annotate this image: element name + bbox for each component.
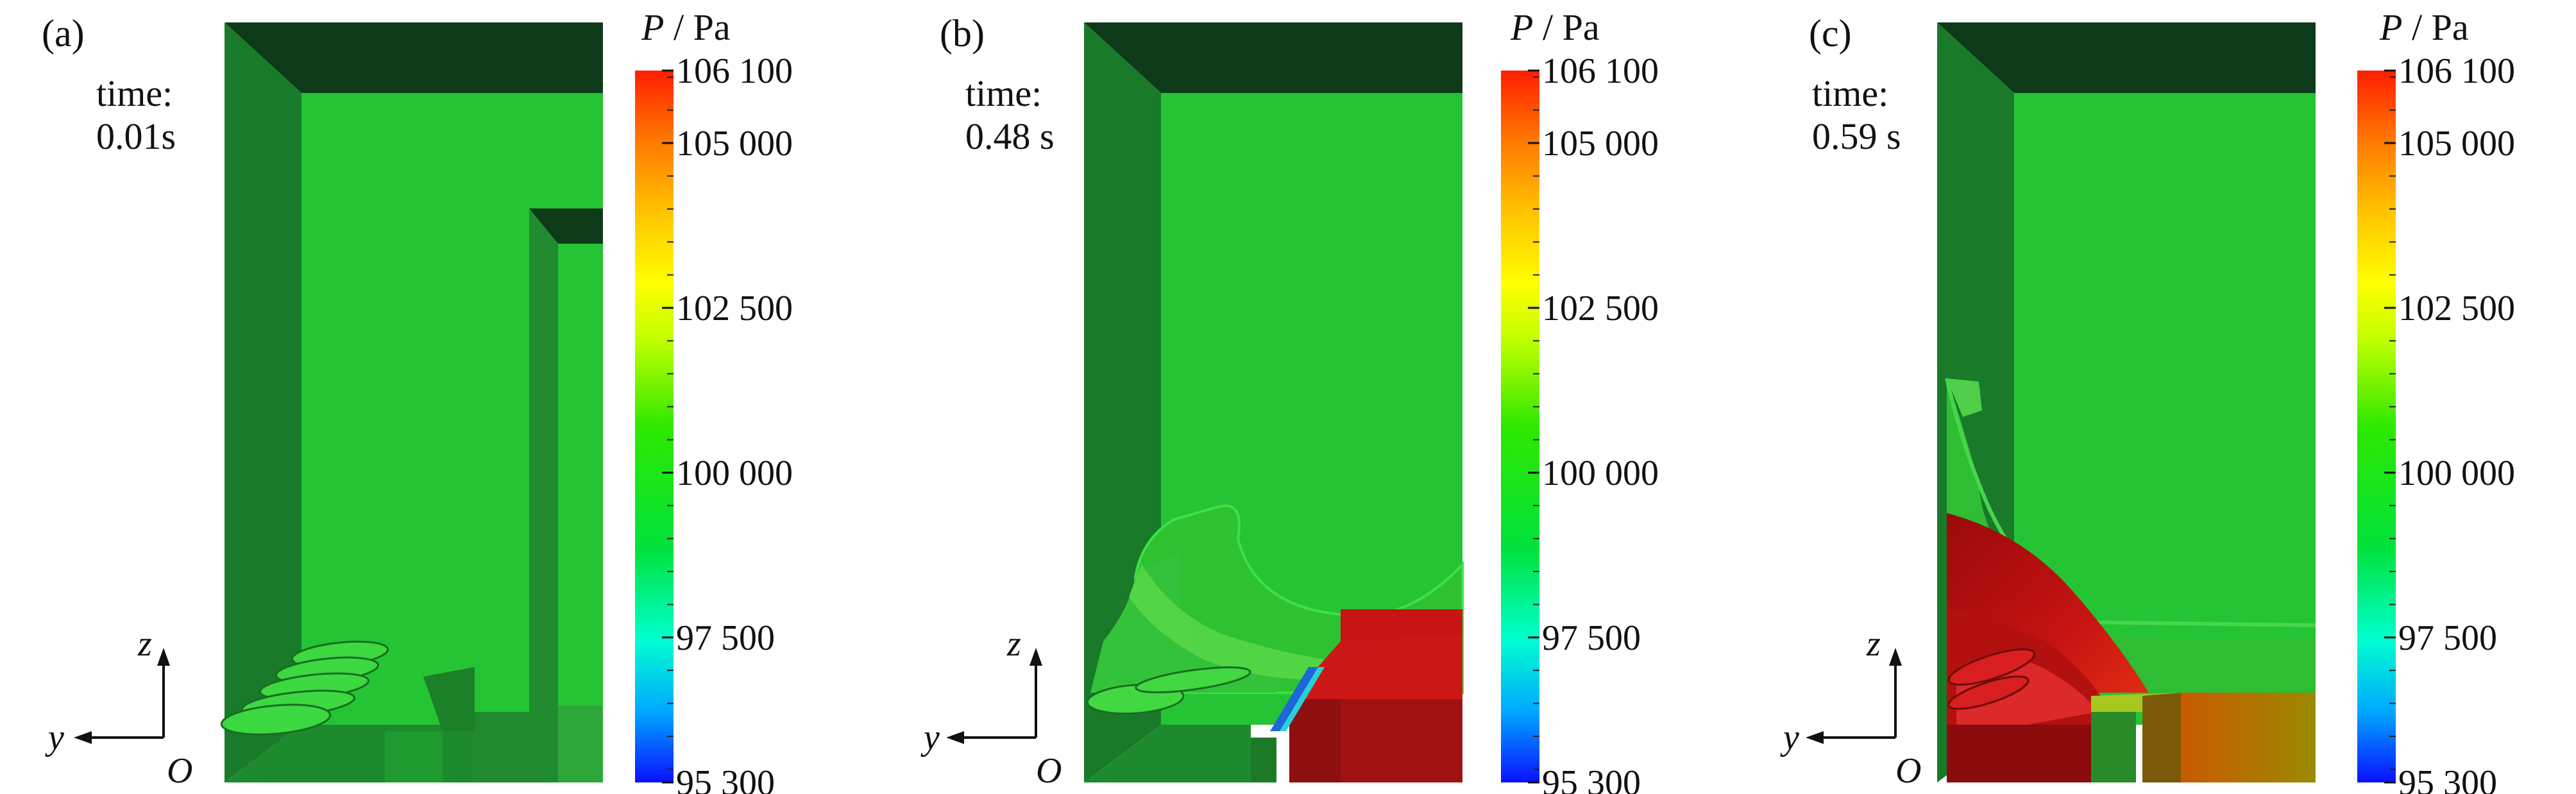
panel-b-label: (b)	[940, 12, 985, 55]
panel-a-jets	[220, 640, 389, 736]
panel-b-colorbar-label-2: 102 500	[1542, 289, 1659, 328]
panel-b-colorbar-label-3: 100 000	[1542, 453, 1659, 493]
panel-a-colorbar-var: P	[641, 6, 664, 48]
panel-c-colorbar: P / Pa 106 100 105 000 102 500 100 000 97 50…	[2357, 6, 2515, 794]
panel-c-jets	[1947, 648, 2036, 710]
panel-c-colorbar-var: P	[2379, 6, 2402, 48]
panel-b-axis-y: y	[920, 718, 940, 757]
svg-text:P / Pa: P / Pa	[1510, 6, 1600, 48]
panel-b: (b) time: 0.48 s z y	[920, 6, 1659, 794]
panel-b-axis-z: z	[1006, 624, 1021, 664]
panel-c-colorbar-label-0: 106 100	[2398, 51, 2515, 91]
panel-c-colorbar-label-3: 100 000	[2398, 453, 2515, 493]
panel-a-domain	[220, 22, 603, 782]
panel-b-colorbar-var: P	[1510, 6, 1533, 48]
panel-b-time-value: 0.48 s	[965, 115, 1055, 157]
panel-c-domain	[1937, 22, 2316, 782]
panel-b-colorbar-label-0: 106 100	[1542, 51, 1659, 91]
panel-a-time-title: time:	[96, 72, 173, 114]
panel-a-colorbar-label-1: 105 000	[676, 124, 793, 164]
panel-a-axis-triad: z y O	[45, 624, 192, 791]
panel-c-colorbar-label-2: 102 500	[2398, 289, 2515, 328]
panel-c-axis-y: y	[1780, 718, 1799, 757]
panel-a-colorbar-label-4: 97 500	[676, 618, 775, 658]
panel-a: (a) time: 0.01s z y	[42, 6, 793, 794]
panel-c-colorbar-label-4: 97 500	[2398, 618, 2497, 658]
panel-b-colorbar-label-4: 97 500	[1542, 618, 1641, 658]
panel-b-time-title: time:	[965, 72, 1042, 114]
panel-c-colorbar-unit: Pa	[2432, 6, 2469, 48]
panel-c-time-value: 0.59 s	[1812, 115, 1901, 157]
panel-a-time-value: 0.01s	[96, 115, 176, 157]
panel-b-colorbar: P / Pa 106 100 105 000 102 500 100 000 97 50…	[1501, 6, 1659, 794]
panel-a-colorbar-sep: /	[664, 6, 693, 48]
panel-b-origin: O	[1036, 751, 1062, 791]
panel-a-axis-y: y	[45, 718, 64, 757]
panel-c-axis-z: z	[1866, 624, 1881, 664]
panel-a-colorbar-label-5: 95 300	[676, 763, 775, 794]
panel-b-axis-triad: z y O	[920, 624, 1062, 791]
panel-a-colorbar-label-0: 106 100	[676, 51, 793, 91]
panel-b-colorbar-label-5: 95 300	[1542, 763, 1641, 794]
panel-b-colorbar-sep: /	[1533, 6, 1562, 48]
panel-a-colorbar-label-2: 102 500	[676, 289, 793, 328]
panel-a-colorbar: P / Pa 106 100 105 000 102 500 100 000 97 50…	[635, 6, 793, 794]
panel-a-label: (a)	[42, 12, 85, 55]
panel-c-label: (c)	[1809, 12, 1852, 55]
svg-text:P / Pa: P / Pa	[641, 6, 731, 48]
panel-c-time-title: time:	[1812, 72, 1888, 114]
panel-b-domain	[1084, 22, 1464, 782]
panel-b-colorbar-label-1: 105 000	[1542, 124, 1659, 164]
panel-a-colorbar-label-3: 100 000	[676, 453, 793, 493]
panel-b-jets	[1086, 666, 1251, 715]
panel-a-axis-z: z	[137, 624, 152, 664]
panel-a-origin: O	[167, 751, 192, 791]
panel-a-colorbar-unit: Pa	[693, 6, 731, 48]
panel-c-colorbar-label-5: 95 300	[2398, 763, 2497, 794]
panel-c-origin: O	[1895, 751, 1921, 791]
panel-c: (c) time: 0.59 s z y	[1780, 6, 2515, 794]
panel-c-axis-triad: z y O	[1780, 624, 1921, 791]
svg-text:P / Pa: P / Pa	[2379, 6, 2469, 48]
panel-c-colorbar-sep: /	[2402, 6, 2431, 48]
panel-c-colorbar-label-1: 105 000	[2398, 124, 2515, 164]
panel-b-colorbar-unit: Pa	[1563, 6, 1600, 48]
